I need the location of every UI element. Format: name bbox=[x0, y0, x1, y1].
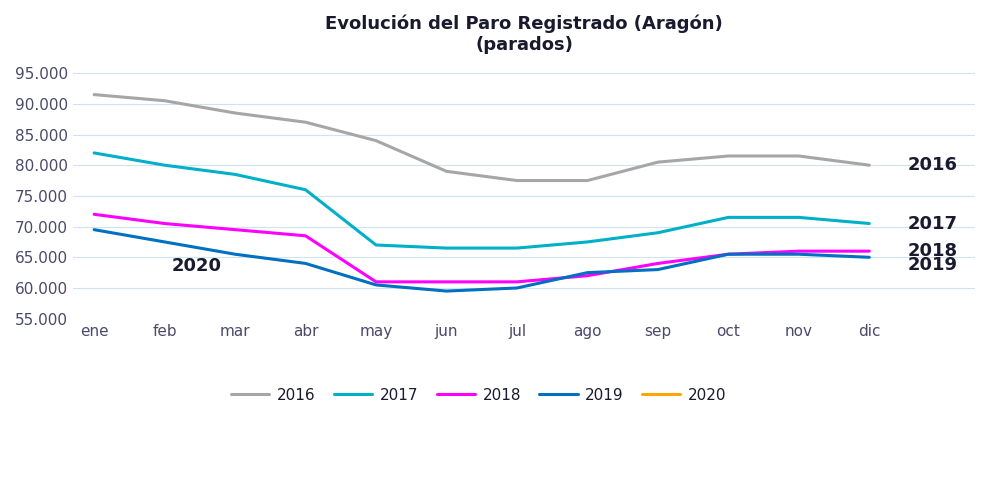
2017 bbox=[652, 230, 664, 236]
2019 bbox=[370, 282, 382, 288]
2016 bbox=[300, 119, 312, 125]
Line: 2016: 2016 bbox=[94, 95, 869, 181]
2018 bbox=[441, 279, 452, 285]
Title: Evolución del Paro Registrado (Aragón)
(parados): Evolución del Paro Registrado (Aragón) (… bbox=[325, 15, 723, 55]
Text: 2017: 2017 bbox=[908, 215, 958, 233]
Legend: 2016, 2017, 2018, 2019, 2020: 2016, 2017, 2018, 2019, 2020 bbox=[225, 382, 733, 409]
2017 bbox=[158, 162, 170, 168]
2017 bbox=[581, 239, 593, 245]
2016 bbox=[723, 153, 735, 159]
2018 bbox=[581, 273, 593, 279]
2019 bbox=[723, 251, 735, 257]
2016 bbox=[88, 92, 100, 98]
2019 bbox=[158, 239, 170, 245]
2018 bbox=[229, 227, 241, 233]
2017 bbox=[793, 215, 805, 220]
Text: 2018: 2018 bbox=[908, 242, 958, 260]
Text: 2020: 2020 bbox=[171, 257, 222, 275]
2016 bbox=[863, 162, 875, 168]
2016 bbox=[511, 178, 523, 184]
2019 bbox=[229, 251, 241, 257]
2019 bbox=[863, 254, 875, 260]
2017 bbox=[229, 171, 241, 177]
2017 bbox=[370, 242, 382, 248]
2018 bbox=[370, 279, 382, 285]
2018 bbox=[793, 248, 805, 254]
2018 bbox=[723, 251, 735, 257]
2017 bbox=[863, 220, 875, 226]
2016 bbox=[229, 110, 241, 116]
2017 bbox=[441, 245, 452, 251]
2018 bbox=[511, 279, 523, 285]
2018 bbox=[652, 261, 664, 267]
2016 bbox=[581, 178, 593, 184]
2017 bbox=[723, 215, 735, 220]
2019 bbox=[793, 251, 805, 257]
2019 bbox=[300, 261, 312, 267]
2018 bbox=[158, 220, 170, 226]
2017 bbox=[300, 187, 312, 192]
2019 bbox=[581, 270, 593, 275]
2016 bbox=[370, 137, 382, 143]
2018 bbox=[863, 248, 875, 254]
2019 bbox=[652, 267, 664, 273]
2016 bbox=[441, 168, 452, 174]
Text: 2016: 2016 bbox=[908, 156, 958, 174]
2016 bbox=[793, 153, 805, 159]
2019 bbox=[511, 285, 523, 291]
Line: 2019: 2019 bbox=[94, 230, 869, 291]
2018 bbox=[88, 211, 100, 217]
2017 bbox=[511, 245, 523, 251]
2016 bbox=[652, 159, 664, 165]
2016 bbox=[158, 98, 170, 104]
2017 bbox=[88, 150, 100, 156]
2019 bbox=[88, 227, 100, 233]
2019 bbox=[441, 288, 452, 294]
2018 bbox=[300, 233, 312, 239]
Line: 2018: 2018 bbox=[94, 214, 869, 282]
Line: 2017: 2017 bbox=[94, 153, 869, 248]
Text: 2019: 2019 bbox=[908, 256, 958, 273]
